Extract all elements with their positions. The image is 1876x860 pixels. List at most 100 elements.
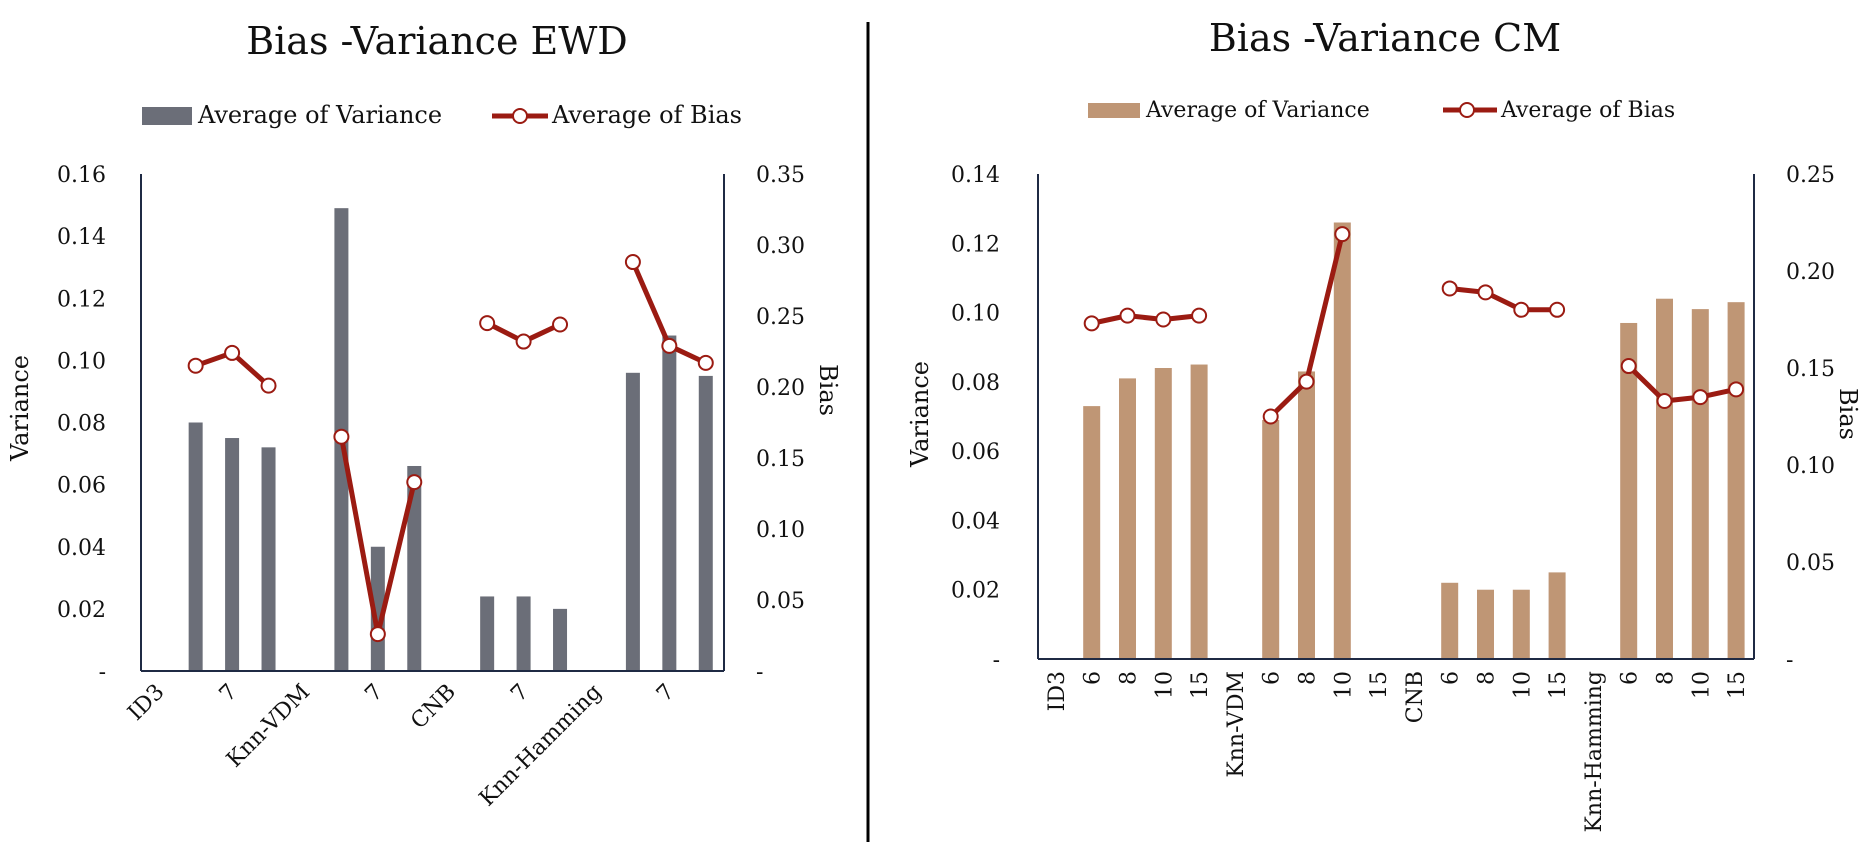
y-tick-label: 0.02 [57,598,106,623]
variance-bar [698,375,713,671]
bias-point [1334,226,1351,243]
bias-point [1728,381,1745,398]
legend: Average of Variance Average of Bias [1088,98,1675,123]
variance-bar [1190,364,1208,659]
x-tick-label: 10 [1152,671,1177,699]
x-tick-label: 6 [1260,671,1285,685]
x-tick-label: ID3 [1045,671,1070,711]
bias-point [1477,284,1494,301]
bias-point [333,428,350,445]
y2-tick-label: 0.10 [756,518,805,543]
x-tick-label: 7 [652,680,680,708]
y2-tick-label: 0.15 [756,447,805,472]
x-tick-label: 8 [1117,671,1142,685]
x-tick-label: 7 [215,680,243,708]
y-tick-label: 0.14 [951,163,1000,188]
variance-bars [188,208,713,671]
variance-bar [625,372,640,671]
variance-bar [662,335,677,671]
y-tick-label: 0.06 [951,440,1000,465]
x-tick-label: 6 [1081,671,1106,685]
legend-marker-bias [512,108,528,124]
chart-title: Bias -Variance EWD [246,19,628,63]
variance-bar [1548,572,1566,659]
x-tick-label: Knn-Hamming [475,680,607,812]
x-tick-label: 15 [1725,671,1750,699]
bias-point [260,377,277,394]
y2-tick-label: 0.25 [756,305,805,330]
y2-axis-label: Bias [814,364,842,416]
variance-bar [1620,322,1638,659]
bias-point [1119,307,1136,324]
bias-line-segment [1091,313,1200,326]
variance-bar [1154,368,1172,659]
bias-point [1549,301,1566,318]
x-tick-label: 8 [1296,671,1321,685]
x-tick-label: CNB [1403,671,1428,723]
x-tick-label: 10 [1689,671,1714,699]
y-axis-label: Variance [6,355,34,462]
bias-point [515,333,532,350]
bias-point [187,357,204,374]
variance-bar [407,465,422,671]
y2-axis-label: Bias [1834,388,1862,440]
y2-axis-ticks: - 0.05 0.10 0.15 0.20 0.25 [1786,163,1835,673]
x-tick-label: CNB [406,680,461,735]
bias-point [1083,315,1100,332]
legend-marker-bias [1459,102,1475,118]
variance-bar [1298,371,1315,659]
y-tick-label: - [99,660,106,685]
y-tick-label: - [993,648,1000,673]
y-tick-label: 0.06 [57,474,106,499]
variance-bars [1083,222,1745,659]
y-tick-label: 0.08 [951,371,1000,396]
y-tick-label: 0.02 [951,579,1000,604]
legend-swatch-variance [1088,103,1140,118]
bias-line [187,254,714,643]
variance-bar [1441,582,1459,659]
y-axis-label: Variance [906,361,934,468]
y2-tick-label: 0.25 [1786,163,1835,188]
bias-point [1620,358,1637,375]
x-tick-label: 15 [1546,671,1571,699]
variance-bar [1333,222,1351,659]
x-tick-label: 6 [1618,671,1643,685]
y2-tick-label: 0.15 [1786,357,1835,382]
variance-bar [1477,589,1494,659]
y-tick-label: 0.16 [57,163,106,188]
y-axis-ticks: - 0.02 0.04 0.06 0.08 0.10 0.12 0.14 0.16 [57,163,106,685]
y-tick-label: 0.10 [951,302,1000,327]
y-tick-label: 0.10 [57,349,106,374]
bias-line-segment [1449,285,1558,313]
variance-bar [1512,589,1530,659]
bias-point [1441,280,1458,297]
variance-bar [1119,378,1136,659]
chart-cm: Bias -Variance CM Average of Variance Av… [906,16,1862,833]
bias-point [1298,373,1315,390]
bias-point [1155,311,1172,328]
bias-line-segment [1626,364,1737,404]
x-tick-label: 7 [506,680,534,708]
variance-bar [225,438,240,671]
legend-swatch-variance [142,107,192,125]
variance-bar [1083,406,1101,659]
x-tick-label: 15 [1188,671,1213,699]
legend-label-variance: Average of Variance [1145,98,1370,123]
bias-point [1513,301,1530,318]
y2-tick-label: 0.05 [756,589,805,614]
variance-bar [1656,298,1673,659]
legend-label-bias: Average of Bias [1500,98,1675,123]
y-tick-label: 0.12 [951,232,1000,257]
x-tick-label: ID3 [123,680,169,726]
y2-axis-ticks: - 0.05 0.10 0.15 0.20 0.25 0.30 0.35 [756,163,805,685]
y2-tick-label: 0.20 [1786,260,1835,285]
y2-tick-label: 0.05 [1786,551,1835,576]
legend: Average of Variance Average of Bias [142,101,742,129]
legend-label-bias: Average of Bias [551,101,742,129]
bias-point [1692,389,1709,406]
variance-bar [188,422,203,671]
bias-point [224,344,241,361]
y2-tick-label: 0.10 [1786,454,1835,479]
bias-point [552,316,569,333]
x-tick-label: 8 [1654,671,1679,685]
